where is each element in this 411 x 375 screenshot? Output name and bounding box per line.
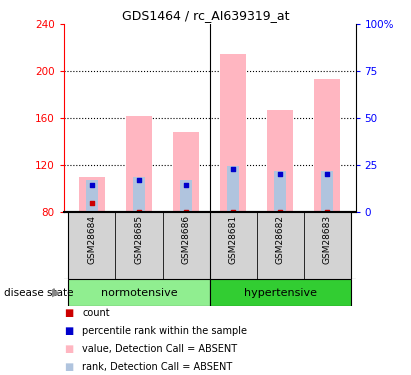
Text: rank, Detection Call = ABSENT: rank, Detection Call = ABSENT: [82, 362, 233, 372]
Text: GSM28681: GSM28681: [229, 215, 238, 264]
Text: GSM28686: GSM28686: [182, 215, 191, 264]
Text: normotensive: normotensive: [101, 288, 177, 297]
Point: [89, 182, 95, 188]
Bar: [126, 116, 152, 212]
Point: [89, 200, 95, 206]
Point: [324, 171, 330, 177]
Bar: [267, 110, 293, 212]
Text: GSM28683: GSM28683: [323, 215, 332, 264]
Text: ■: ■: [64, 326, 73, 336]
Point: [183, 182, 189, 188]
Bar: [321, 171, 333, 212]
Text: GDS1464 / rc_AI639319_at: GDS1464 / rc_AI639319_at: [122, 9, 289, 22]
Point: [136, 209, 142, 215]
FancyBboxPatch shape: [68, 212, 115, 279]
Text: hypertensive: hypertensive: [244, 288, 317, 297]
Text: ■: ■: [64, 344, 73, 354]
Text: GSM28685: GSM28685: [134, 215, 143, 264]
Bar: [275, 171, 286, 212]
Point: [324, 209, 330, 215]
Text: GSM28682: GSM28682: [276, 215, 285, 264]
Bar: [173, 132, 199, 212]
FancyBboxPatch shape: [304, 212, 351, 279]
Text: count: count: [82, 308, 110, 318]
FancyBboxPatch shape: [68, 279, 210, 306]
Text: ■: ■: [64, 308, 73, 318]
Point: [183, 209, 189, 215]
Text: ■: ■: [64, 362, 73, 372]
Point: [277, 209, 284, 215]
Bar: [86, 180, 98, 212]
Point: [136, 177, 142, 183]
Point: [230, 209, 236, 215]
Bar: [133, 177, 145, 212]
Bar: [180, 180, 192, 212]
Text: disease state: disease state: [4, 288, 74, 297]
Text: ▶: ▶: [52, 288, 61, 297]
FancyBboxPatch shape: [210, 212, 257, 279]
Point: [230, 165, 236, 171]
Text: percentile rank within the sample: percentile rank within the sample: [82, 326, 247, 336]
Point: [277, 171, 284, 177]
FancyBboxPatch shape: [115, 212, 162, 279]
Bar: [79, 177, 105, 212]
Bar: [227, 166, 239, 212]
Bar: [220, 54, 246, 212]
Text: GSM28684: GSM28684: [88, 215, 97, 264]
Bar: [314, 80, 340, 212]
FancyBboxPatch shape: [162, 212, 210, 279]
FancyBboxPatch shape: [257, 212, 304, 279]
FancyBboxPatch shape: [210, 279, 351, 306]
Text: value, Detection Call = ABSENT: value, Detection Call = ABSENT: [82, 344, 237, 354]
